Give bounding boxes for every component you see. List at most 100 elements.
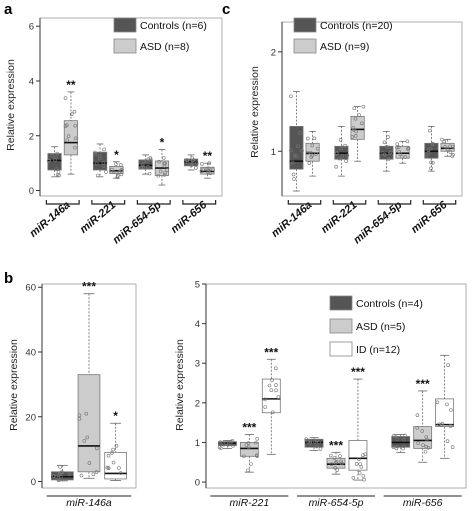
- panel-a-chart: 0246miR-146a**miR-221*miR-654-5p*miR-656…: [27, 17, 223, 246]
- data-point: [54, 155, 58, 160]
- data-point: [361, 474, 366, 478]
- data-point: [395, 142, 400, 146]
- box-controls: [138, 159, 153, 170]
- category-label: miR-146a: [27, 199, 72, 240]
- data-point: [91, 472, 96, 477]
- box-controls: [289, 126, 304, 170]
- y-tick-label: 40: [25, 348, 36, 359]
- data-point: [345, 153, 350, 158]
- data-point: [161, 156, 166, 160]
- data-point: [50, 153, 55, 158]
- data-point: [106, 466, 111, 471]
- data-point: [231, 443, 235, 448]
- data-point: [394, 446, 399, 451]
- data-point: [156, 173, 161, 178]
- data-point: [310, 153, 315, 158]
- data-point: [353, 116, 358, 121]
- data-point: [416, 441, 420, 445]
- data-point: [443, 144, 447, 149]
- data-point: [380, 150, 385, 155]
- data-point: [217, 442, 222, 446]
- data-point: [314, 444, 319, 449]
- data-point: [315, 438, 319, 443]
- data-point: [401, 446, 405, 451]
- panel-b2-y-axis-label: Relative expression: [174, 339, 186, 431]
- data-point: [230, 438, 235, 443]
- data-point: [426, 150, 431, 155]
- data-point: [98, 153, 102, 158]
- data-point: [157, 159, 161, 164]
- data-point: [451, 145, 455, 149]
- y-tick-label: 2: [29, 131, 34, 142]
- data-point: [329, 453, 333, 458]
- data-point: [65, 138, 70, 143]
- data-point: [102, 147, 106, 152]
- data-point: [73, 136, 78, 141]
- data-point: [426, 446, 431, 450]
- data-point: [254, 440, 258, 445]
- data-point: [114, 443, 119, 448]
- y-tick-label: 4: [195, 319, 200, 330]
- data-point: [448, 424, 453, 428]
- data-point: [205, 167, 209, 171]
- data-point: [110, 451, 114, 455]
- data-point: [440, 421, 445, 426]
- data-point: [242, 454, 246, 459]
- data-point: [386, 135, 390, 139]
- data-point: [388, 150, 393, 155]
- significance-marker: ***: [329, 438, 343, 452]
- data-point: [185, 160, 190, 165]
- significance-marker: ***: [242, 421, 256, 435]
- data-point: [440, 137, 444, 142]
- y-tick-label: 5: [195, 280, 200, 291]
- y-tick-label: 20: [25, 412, 36, 423]
- data-point: [398, 152, 402, 156]
- significance-marker: ***: [351, 365, 365, 379]
- box-id: [435, 398, 455, 428]
- data-point: [148, 156, 153, 160]
- data-point: [269, 388, 274, 393]
- data-point: [246, 445, 251, 450]
- data-point: [361, 104, 366, 109]
- data-point: [118, 471, 123, 475]
- data-point: [119, 162, 123, 167]
- data-point: [115, 175, 120, 179]
- data-point: [211, 167, 215, 172]
- data-point: [207, 161, 212, 165]
- data-point: [249, 462, 253, 466]
- data-point: [351, 475, 356, 480]
- data-point: [263, 397, 267, 402]
- significance-marker: *: [113, 409, 118, 423]
- data-point: [189, 163, 194, 167]
- data-point: [274, 383, 278, 387]
- data-point: [67, 472, 72, 477]
- category-bracket: [182, 200, 217, 205]
- data-point: [270, 378, 274, 382]
- data-point: [334, 164, 338, 169]
- data-point: [292, 177, 296, 181]
- category-label: miR-146a: [269, 199, 314, 240]
- significance-marker: **: [66, 78, 76, 92]
- data-point: [218, 440, 223, 444]
- data-point: [274, 388, 278, 393]
- data-point: [352, 128, 356, 132]
- data-point: [333, 460, 338, 465]
- data-point: [290, 160, 295, 165]
- data-point: [199, 169, 204, 174]
- data-point: [426, 148, 431, 152]
- data-point: [391, 445, 396, 449]
- y-tick-label: 0: [31, 477, 36, 488]
- data-point: [200, 162, 204, 166]
- data-point: [445, 147, 450, 152]
- data-point: [191, 158, 195, 163]
- data-point: [87, 461, 92, 465]
- category-bracket: [377, 200, 412, 205]
- data-point: [353, 134, 358, 138]
- data-point: [415, 425, 420, 430]
- data-point: [158, 169, 163, 174]
- significance-marker: **: [203, 149, 213, 163]
- data-point: [94, 161, 99, 166]
- significance-marker: ***: [264, 345, 278, 359]
- box-asd: [109, 166, 124, 174]
